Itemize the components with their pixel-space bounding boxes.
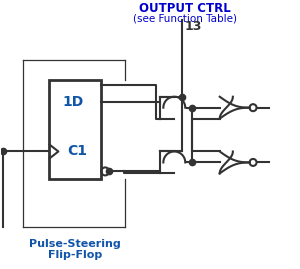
Bar xyxy=(50,80,101,179)
Text: (see Function Table): (see Function Table) xyxy=(133,13,237,23)
Text: C1: C1 xyxy=(67,144,87,158)
Text: 1D: 1D xyxy=(63,95,84,109)
Text: OUTPUT CTRL: OUTPUT CTRL xyxy=(139,2,231,15)
Text: 13: 13 xyxy=(185,20,202,33)
Text: Pulse-Steering: Pulse-Steering xyxy=(29,239,121,249)
Text: Flip-Flop: Flip-Flop xyxy=(48,250,102,260)
